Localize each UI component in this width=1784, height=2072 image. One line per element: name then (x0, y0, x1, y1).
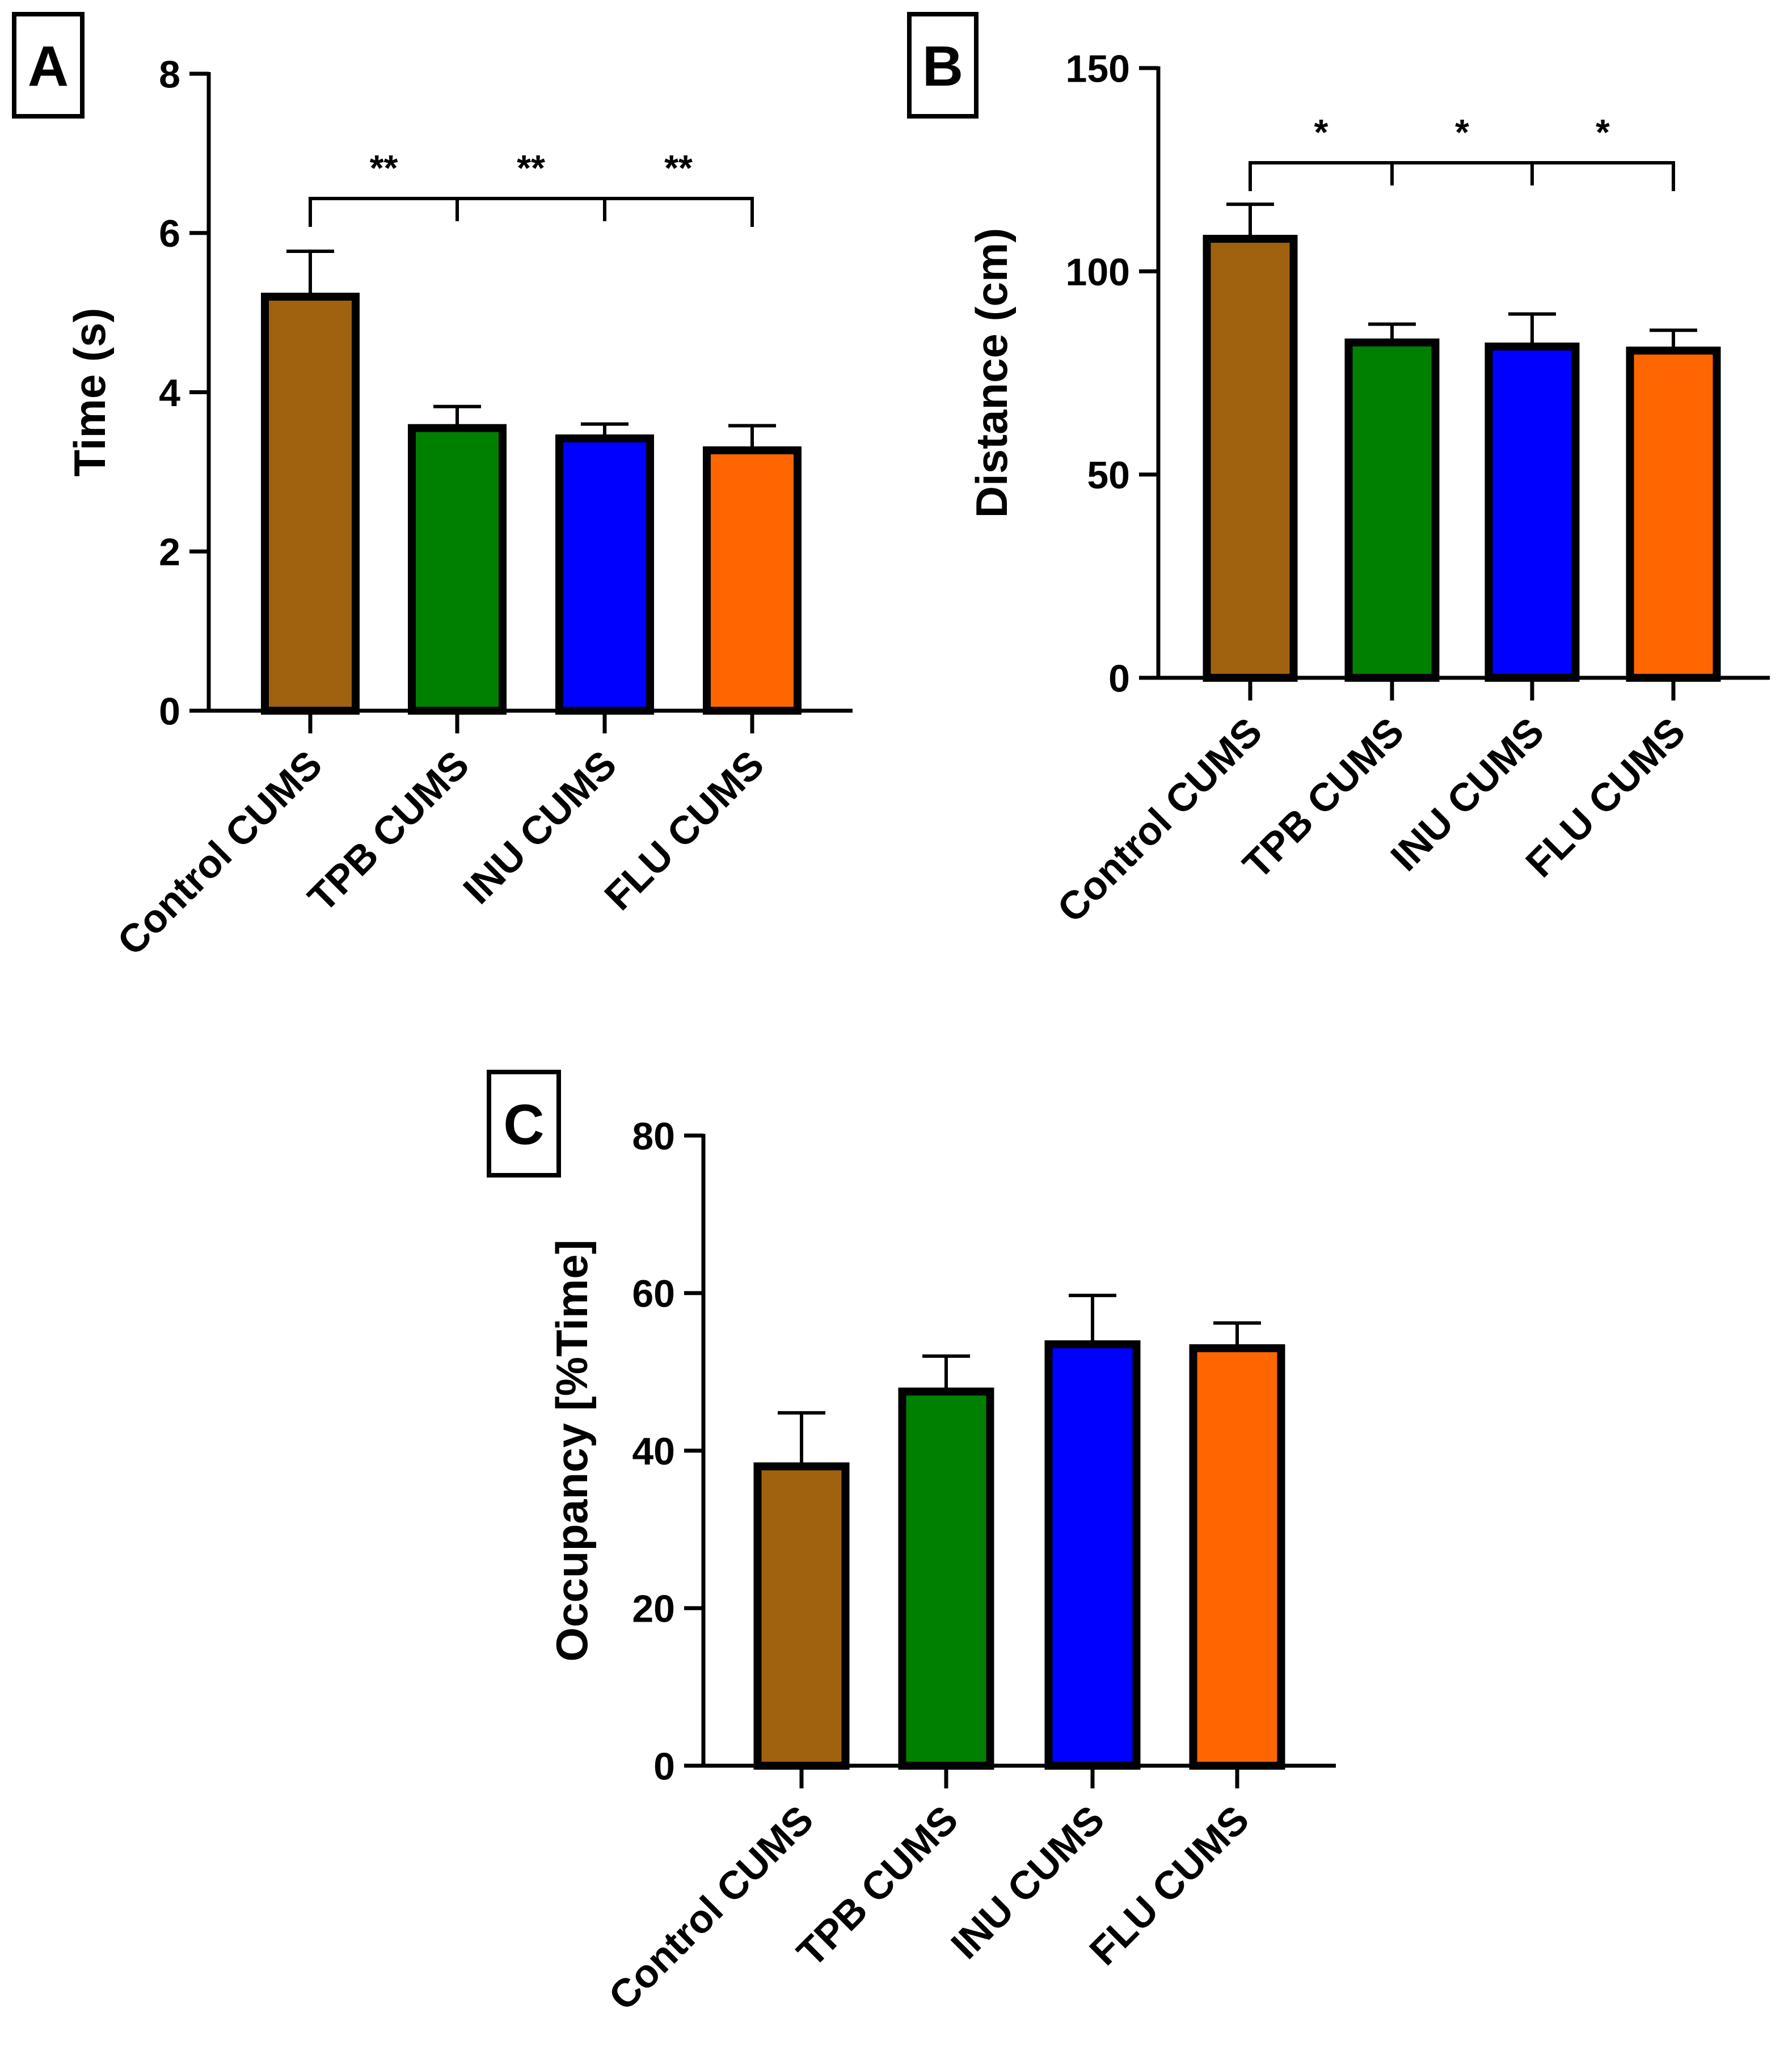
significance-label-a-1: ** (517, 147, 545, 188)
y-tick-label-a-3: 6 (159, 212, 180, 255)
bar-a-0 (261, 293, 360, 715)
y-tick-label-a-4: 8 (159, 53, 180, 96)
significance-label-b-1: * (1455, 112, 1469, 153)
y-tick-label-c-3: 60 (632, 1272, 675, 1315)
bar-c-1 (898, 1387, 994, 1770)
panel-label-box-a (12, 12, 85, 119)
y-tick-label-a-0: 0 (159, 690, 180, 733)
panel-label-b: B (922, 35, 963, 98)
y-tick-label-b-2: 100 (1066, 251, 1130, 294)
significance-label-a-2: ** (664, 147, 693, 188)
bar-b-2 (1484, 342, 1580, 682)
bar-b-3 (1626, 347, 1721, 682)
bar-a-3 (703, 446, 802, 715)
significance-label-b-2: * (1596, 112, 1610, 153)
y-axis-label-c: Occupancy [%Time] (547, 1239, 597, 1661)
y-tick-label-b-0: 0 (1108, 657, 1130, 700)
y-tick-label-c-4: 80 (632, 1115, 675, 1158)
bar-b-0 (1203, 235, 1298, 682)
y-tick-label-c-2: 40 (632, 1430, 675, 1473)
significance-label-b-0: * (1314, 112, 1328, 153)
panel-label-c: C (503, 1093, 544, 1157)
panel-label-box-c (487, 1070, 561, 1178)
y-tick-label-b-3: 150 (1066, 47, 1130, 90)
panel-label-a: A (28, 35, 69, 98)
bar-b-1 (1344, 338, 1440, 682)
bar-c-0 (753, 1462, 850, 1770)
y-axis-label-b: Distance (cm) (967, 228, 1017, 518)
bar-c-2 (1044, 1340, 1141, 1770)
bar-c-3 (1189, 1344, 1285, 1770)
significance-label-a-0: ** (370, 147, 398, 188)
y-tick-label-c-0: 0 (653, 1745, 675, 1788)
bar-a-1 (408, 424, 507, 715)
y-tick-label-b-1: 50 (1087, 454, 1130, 497)
y-tick-label-a-1: 2 (159, 531, 180, 574)
y-tick-label-c-1: 20 (632, 1588, 675, 1631)
panel-label-box-b (907, 12, 979, 119)
y-axis-label-a: Time (s) (65, 308, 115, 477)
y-tick-label-a-2: 4 (159, 372, 180, 415)
bar-a-2 (555, 434, 654, 715)
